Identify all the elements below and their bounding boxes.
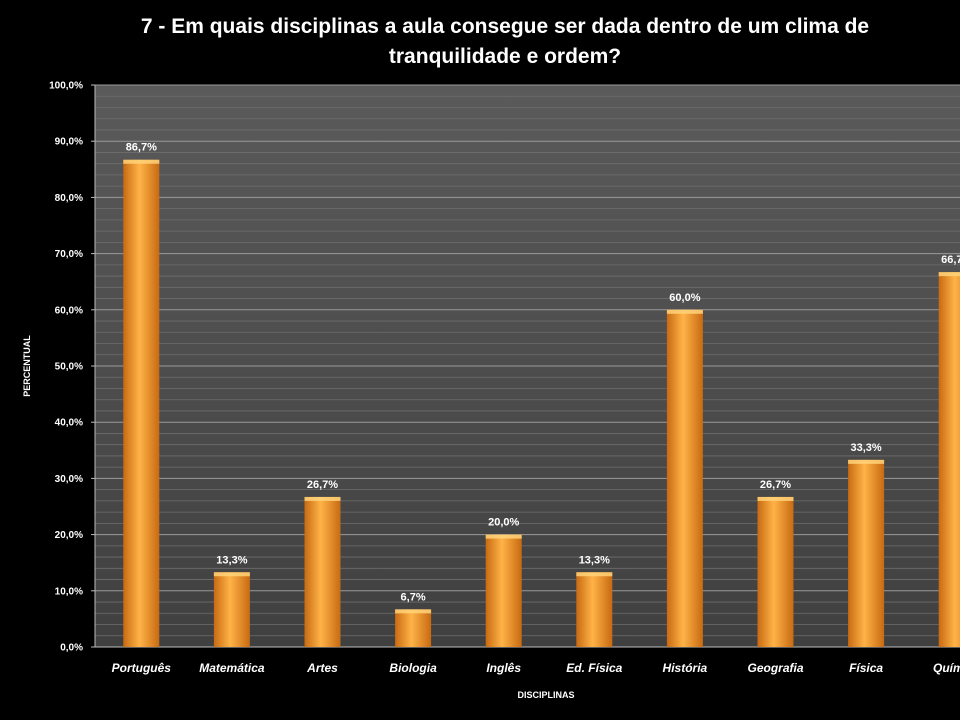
y-tick-label: 100,0% <box>49 81 83 92</box>
chart-title: 7 - Em quais disciplinas a aula consegue… <box>0 12 960 72</box>
bar <box>938 272 960 647</box>
data-label: 26,7% <box>307 479 338 491</box>
bar <box>757 496 794 647</box>
bar-group <box>395 609 432 647</box>
bar-group <box>757 496 794 647</box>
bar <box>123 159 160 647</box>
bar-cap <box>938 272 960 277</box>
category-label: Física <box>849 661 883 675</box>
category-label: Biologia <box>389 661 437 675</box>
category-label: Artes <box>306 661 338 675</box>
bar <box>213 572 250 647</box>
bar-group <box>485 534 522 647</box>
data-label: 66,7% <box>941 254 960 266</box>
category-label: Português <box>112 661 172 675</box>
bar-group <box>123 159 160 647</box>
y-axis-title: PERCENTUAL <box>22 335 32 397</box>
category-label: Inglês <box>486 661 521 675</box>
data-label: 13,3% <box>216 554 247 566</box>
category-label: Ed. Física <box>566 661 622 675</box>
y-tick-label: 30,0% <box>55 474 83 485</box>
bar <box>395 609 432 647</box>
bar-cap <box>757 496 794 501</box>
bar-cap <box>123 159 160 164</box>
data-label: 33,3% <box>850 442 881 454</box>
bar <box>576 572 613 647</box>
bar-cap <box>304 496 341 501</box>
y-tick-label: 10,0% <box>55 586 83 597</box>
bar <box>666 309 703 647</box>
bar-cap <box>213 572 250 577</box>
y-tick-label: 50,0% <box>55 362 83 373</box>
data-label: 6,7% <box>401 591 426 603</box>
bar-group <box>666 309 703 647</box>
x-axis-title: DISCIPLINAS <box>517 690 574 700</box>
bar-group <box>304 496 341 647</box>
bar <box>485 534 522 647</box>
bar-group <box>848 459 885 647</box>
data-label: 20,0% <box>488 517 519 529</box>
category-label: História <box>663 661 708 675</box>
bar-cap <box>485 534 522 539</box>
data-label: 13,3% <box>579 554 610 566</box>
bar-cap <box>666 309 703 314</box>
bar-cap <box>848 459 885 464</box>
y-tick-label: 60,0% <box>55 305 83 316</box>
category-label: Química <box>933 661 960 675</box>
y-tick-label: 20,0% <box>55 530 83 541</box>
y-tick-label: 0,0% <box>60 643 83 654</box>
bar-group <box>576 572 613 647</box>
bar-group <box>213 572 250 647</box>
data-label: 86,7% <box>126 142 157 154</box>
bar <box>848 459 885 647</box>
bar-cap <box>395 609 432 614</box>
y-tick-label: 80,0% <box>55 193 83 204</box>
category-label: Geografia <box>747 661 803 675</box>
data-label: 26,7% <box>760 479 791 491</box>
y-tick-label: 90,0% <box>55 137 83 148</box>
data-label: 60,0% <box>669 292 700 304</box>
bar-group <box>938 272 960 647</box>
bar-cap <box>576 572 613 577</box>
y-tick-label: 70,0% <box>55 249 83 260</box>
y-tick-label: 40,0% <box>55 418 83 429</box>
chart-title-line-1: 7 - Em quais disciplinas a aula consegue… <box>140 15 870 38</box>
bar <box>304 496 341 647</box>
category-label: Matemática <box>199 661 265 675</box>
chart-title-line-2: tranquilidade e ordem? <box>388 45 622 68</box>
